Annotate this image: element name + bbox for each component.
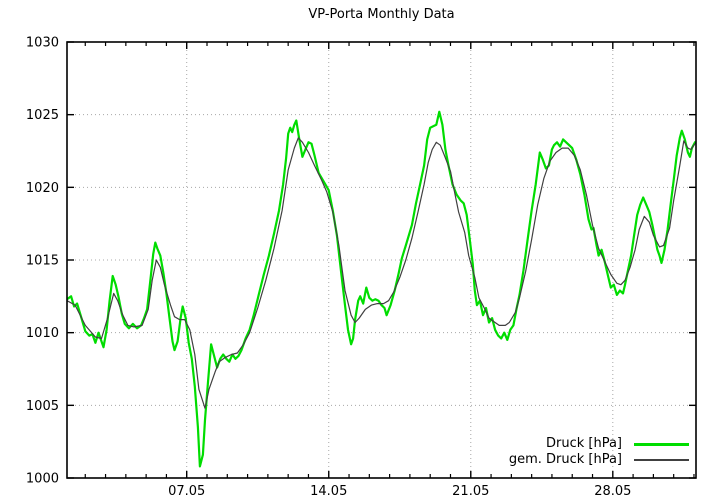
x-tick-label: 28.05 bbox=[594, 484, 631, 499]
druck-series-line bbox=[67, 110, 696, 468]
legend-line-sample-druck bbox=[634, 442, 689, 446]
y-tick-label: 1030 bbox=[26, 36, 59, 51]
legend-item-druck: Druck [hPa] bbox=[509, 436, 689, 452]
legend-line-sample-gem-druck bbox=[634, 459, 689, 461]
legend: Druck [hPa] gem. Druck [hPa] bbox=[509, 436, 689, 468]
y-tick-label: 1015 bbox=[26, 254, 59, 269]
y-tick-label: 1005 bbox=[26, 399, 59, 414]
legend-label-druck: Druck [hPa] bbox=[545, 436, 622, 451]
x-tick-label: 21.05 bbox=[452, 484, 489, 499]
gem-druck-series-line bbox=[67, 137, 696, 409]
chart-title: VP-Porta Monthly Data bbox=[308, 7, 455, 22]
y-tick-label: 1025 bbox=[26, 108, 59, 123]
legend-item-gem-druck: gem. Druck [hPa] bbox=[509, 452, 689, 468]
x-tick-label: 07.05 bbox=[168, 484, 205, 499]
legend-label-gem-druck: gem. Druck [hPa] bbox=[508, 452, 622, 467]
y-tick-label: 1000 bbox=[26, 472, 59, 487]
x-tick-label: 14.05 bbox=[310, 484, 347, 499]
y-tick-label: 1020 bbox=[26, 181, 59, 196]
y-tick-label: 1010 bbox=[26, 326, 59, 341]
